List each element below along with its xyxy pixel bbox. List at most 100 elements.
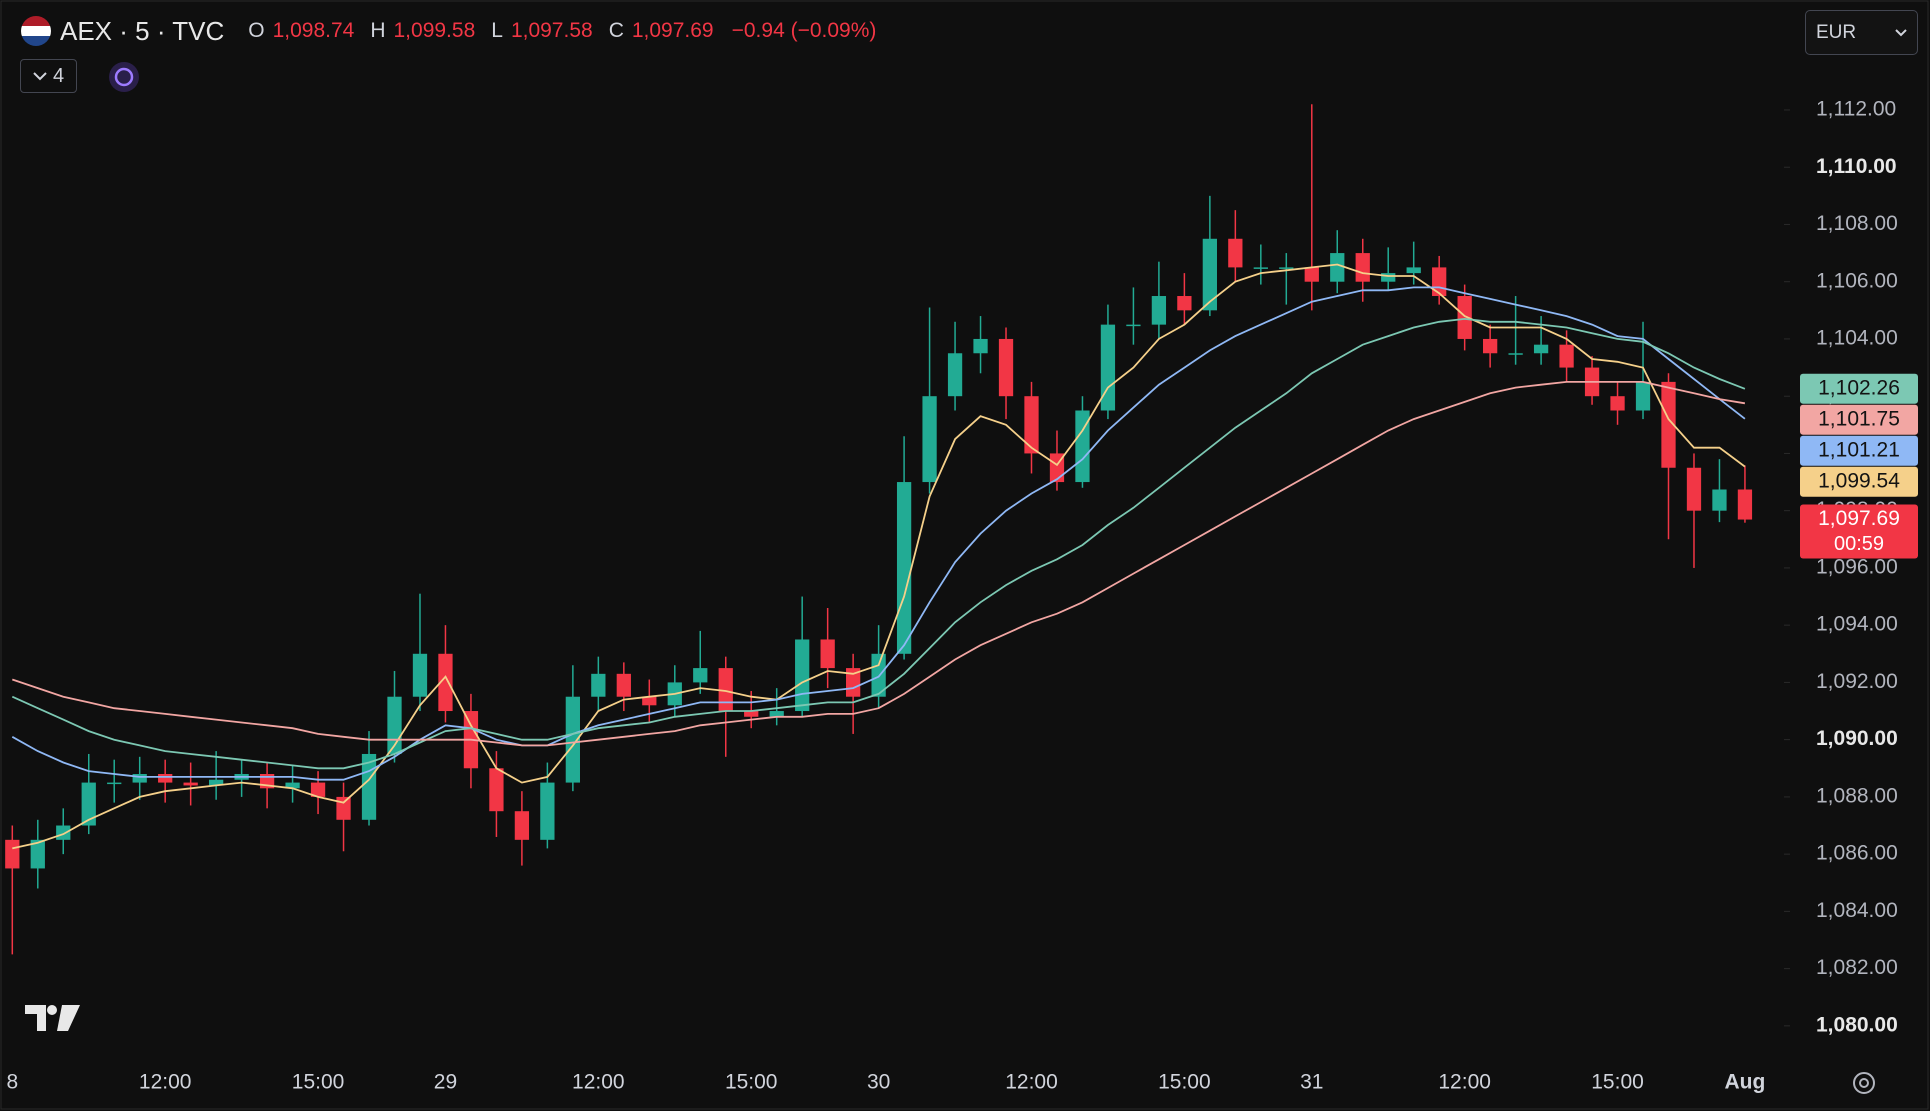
candle-body: [412, 653, 428, 697]
price-label: 1,097.69: [1818, 507, 1900, 530]
y-tick-label: 1,096.00: [1816, 555, 1898, 578]
y-tick-label: 1,090.00: [1816, 727, 1898, 750]
x-tick-label: Aug: [1725, 1071, 1766, 1094]
candle-body: [158, 773, 173, 783]
indicator-count: 4: [52, 64, 65, 87]
y-tick-label: 1,092.00: [1816, 670, 1898, 693]
candle-body: [846, 668, 861, 697]
close-key: C: [608, 19, 624, 42]
candle-body: [30, 839, 45, 869]
currency-select[interactable]: EUR: [1805, 10, 1918, 55]
ma-label: 1,102.26: [1818, 376, 1900, 399]
ma-line: [11, 286, 1746, 781]
candle-body: [183, 782, 198, 786]
candle-body: [565, 696, 580, 783]
ma-label: 1,099.54: [1818, 469, 1900, 492]
chevron-icon: [1895, 28, 1907, 36]
y-tick-label: 1,110.00: [1816, 155, 1897, 178]
candle-body: [285, 782, 300, 789]
y-tick-label: 1,084.00: [1816, 899, 1898, 922]
indicators-toggle[interactable]: 4: [20, 59, 77, 93]
symbol-legend: AEX · 5 · TVC O 1,098.74 H 1,099.58 L 1,097…: [20, 12, 876, 50]
ma-badge: [1800, 466, 1918, 497]
price-badge: [1800, 504, 1918, 559]
currency: EUR: [1816, 21, 1857, 43]
candle-body: [591, 673, 606, 697]
ma-line: [12, 381, 1746, 747]
y-tick-label: 1,112.00: [1816, 98, 1896, 121]
y-tick-label: 1,088.00: [1816, 784, 1898, 807]
candle-body: [1406, 267, 1421, 274]
countdown: 00:59: [1834, 533, 1884, 555]
x-tick-label: 12:00: [1005, 1071, 1058, 1094]
tv-logo: [25, 1005, 80, 1031]
settings-icon[interactable]: [1853, 1072, 1875, 1094]
candle-body: [947, 353, 963, 397]
x-tick-label: 12:00: [1438, 1071, 1491, 1094]
candle-body: [81, 782, 96, 826]
candle-body: [896, 482, 912, 654]
candle-body: [310, 782, 326, 797]
candle-body: [1177, 296, 1192, 311]
ma-line: [11, 317, 1746, 770]
candle-body: [1024, 396, 1039, 454]
symbol[interactable]: AEX · 5 · TVC: [60, 15, 225, 46]
candle-body: [56, 825, 71, 840]
candle-body: [642, 696, 657, 706]
x-tick-label: 15:00: [292, 1071, 345, 1094]
candle-body: [744, 711, 759, 717]
ma-badge: [1800, 373, 1918, 404]
x-tick-label: 12:00: [139, 1071, 192, 1094]
ma-label: 1,101.75: [1818, 407, 1900, 430]
candle-body: [922, 396, 937, 483]
candle-body: [107, 782, 122, 785]
y-tick-label: 1,108.00: [1816, 212, 1898, 235]
candle-body: [1126, 324, 1141, 327]
candle-body: [209, 779, 224, 786]
candle-body: [1304, 267, 1319, 282]
plot-area: [5, 104, 1753, 955]
x-tick-label: 8: [6, 1071, 18, 1094]
y-tick-label: 1,086.00: [1816, 842, 1898, 865]
x-tick-label: 12:00: [572, 1071, 625, 1094]
high-key: H: [370, 19, 386, 42]
change-value: −0.94 (−0.09%): [731, 19, 877, 42]
candle-body: [693, 668, 708, 683]
candle-body: [1330, 253, 1345, 282]
candle-body: [1635, 381, 1651, 411]
candle-body: [973, 338, 988, 354]
candle-body: [438, 653, 453, 712]
flag-icon: [21, 16, 51, 46]
candle-body: [616, 673, 631, 697]
candle-body: [1661, 381, 1676, 468]
candle-body: [1432, 267, 1447, 297]
low-key: L: [491, 19, 503, 42]
x-tick-label: 15:00: [725, 1071, 778, 1094]
candle-body: [1686, 467, 1702, 511]
x-tick-label: 15:00: [1591, 1071, 1644, 1094]
candle-body: [820, 639, 835, 669]
x-tick-label: 29: [434, 1071, 457, 1094]
close-value: 1,097.69: [631, 19, 714, 42]
candle-body: [1508, 353, 1523, 355]
candle-body: [1483, 338, 1498, 354]
candle-body: [1533, 344, 1549, 354]
x-tick-label: 30: [867, 1071, 890, 1094]
candle-body: [514, 811, 530, 840]
candle-body: [1253, 267, 1268, 269]
ma-label: 1,101.21: [1818, 438, 1900, 461]
candle-body: [489, 768, 504, 812]
candle-body: [1610, 396, 1625, 411]
candle-body: [361, 753, 377, 820]
y-tick-label: 1,094.00: [1816, 613, 1898, 636]
ma-badge: [1800, 404, 1918, 435]
candle-body: [1559, 344, 1574, 368]
candle-body: [1075, 410, 1090, 483]
candle-body: [1712, 489, 1727, 511]
sync-icon[interactable]: [109, 62, 139, 92]
x-tick-label: 31: [1300, 1071, 1323, 1094]
candle-body: [1100, 324, 1116, 411]
candle-body: [1279, 267, 1294, 269]
